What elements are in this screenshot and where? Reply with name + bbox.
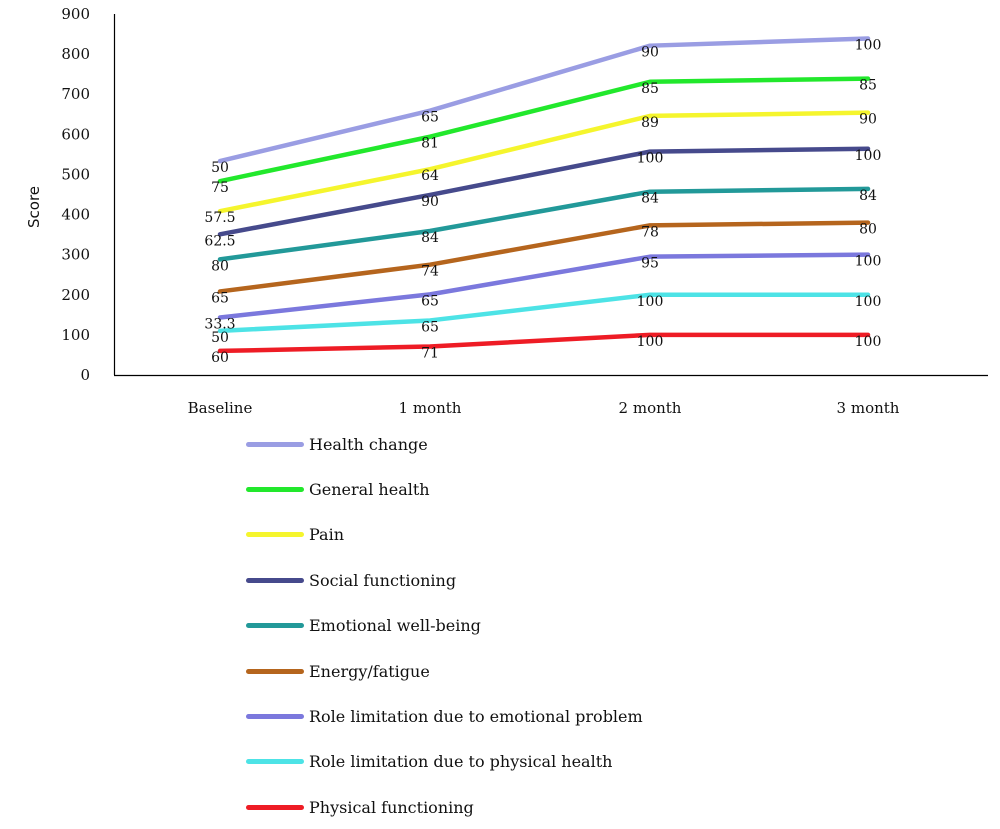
series-line <box>217 252 871 320</box>
series-line <box>217 76 871 184</box>
data-label: 90 <box>641 45 659 61</box>
legend-label: Emotional well-being <box>309 616 481 636</box>
data-label: 50 <box>211 330 229 346</box>
y-tick-label: 700 <box>61 85 90 103</box>
data-label: 80 <box>859 222 877 238</box>
data-label: 75 <box>211 180 229 196</box>
data-label: 80 <box>211 258 229 274</box>
legend-item: Energy/fatigue <box>246 659 430 683</box>
data-label: 100 <box>855 254 882 270</box>
data-label: 65 <box>421 293 439 309</box>
legend-item: Social functioning <box>246 568 456 592</box>
legend-swatch <box>246 577 304 583</box>
legend-item: Physical functioning <box>246 795 474 819</box>
legend-item: Role limitation due to emotional problem <box>246 704 643 728</box>
data-label: 100 <box>637 294 664 310</box>
legend-swatch <box>246 486 304 492</box>
y-tick-label: 0 <box>80 366 90 384</box>
data-label: 33.3 <box>204 317 235 333</box>
legend-label: Role limitation due to emotional problem <box>309 706 643 726</box>
data-label: 84 <box>641 191 659 207</box>
legend-swatch <box>246 713 304 719</box>
x-tick-label: Baseline <box>188 399 253 417</box>
y-tick-label: 800 <box>61 45 90 63</box>
series-line <box>217 186 871 262</box>
data-label: 100 <box>637 334 664 350</box>
data-label: 65 <box>421 319 439 335</box>
data-label: 84 <box>421 230 439 246</box>
legend-label: Physical functioning <box>309 797 474 817</box>
legend-label: Pain <box>309 525 345 545</box>
y-tick-label: 400 <box>61 206 90 224</box>
data-label: 64 <box>421 168 439 184</box>
data-label: 89 <box>641 115 659 131</box>
y-tick-label: 300 <box>61 246 90 264</box>
legend-swatch <box>246 623 304 629</box>
data-label: 100 <box>855 148 882 164</box>
data-label: 74 <box>421 264 439 280</box>
legend-label: Role limitation due to physical health <box>309 752 613 772</box>
y-tick-label: 900 <box>61 5 90 23</box>
legend-swatch <box>246 668 304 674</box>
series-line <box>217 110 871 214</box>
y-axis-label: Score <box>25 186 43 228</box>
series-line <box>217 36 871 164</box>
legend-item: General health <box>246 477 430 501</box>
data-label: 50 <box>211 160 229 176</box>
legend-item: Role limitation due to physical health <box>246 750 612 774</box>
data-label: 60 <box>211 350 229 366</box>
series-line <box>217 332 871 354</box>
legend-label: Energy/fatigue <box>309 661 430 681</box>
data-label: 81 <box>421 136 439 152</box>
series-line <box>217 146 871 237</box>
data-label: 62.5 <box>204 233 235 249</box>
data-label: 65 <box>421 110 439 126</box>
series-line <box>217 220 871 294</box>
legend-item: Emotional well-being <box>246 614 481 638</box>
y-tick-label: 600 <box>61 125 90 143</box>
data-label: 100 <box>637 151 664 167</box>
data-label: 78 <box>641 224 659 240</box>
x-tick-label: 3 month <box>837 399 900 417</box>
legend-swatch <box>246 532 304 538</box>
data-label: 57.5 <box>204 210 235 226</box>
data-label: 65 <box>211 290 229 306</box>
data-label: 90 <box>859 112 877 128</box>
x-tick-label: 2 month <box>619 399 682 417</box>
y-tick-label: 500 <box>61 165 90 183</box>
legend-swatch <box>246 759 304 765</box>
legend-swatch <box>246 441 304 447</box>
data-label: 71 <box>421 346 439 362</box>
legend-label: Health change <box>309 434 428 454</box>
data-label: 85 <box>859 78 877 94</box>
data-label: 84 <box>859 188 877 204</box>
data-label: 100 <box>855 37 882 53</box>
series-line <box>217 292 871 334</box>
data-label: 100 <box>855 294 882 310</box>
data-label: 85 <box>641 81 659 97</box>
data-label: 100 <box>855 334 882 350</box>
line-chart: Score 0 100 200 300 400 500 600 700 800 900 Basel… <box>25 5 988 417</box>
data-label: 90 <box>421 194 439 210</box>
y-tick-label: 200 <box>61 286 90 304</box>
legend-item: Pain <box>246 523 344 547</box>
legend-swatch <box>246 804 304 810</box>
x-tick-label: 1 month <box>399 399 462 417</box>
y-tick-label: 100 <box>61 326 90 344</box>
legend-label: Social functioning <box>309 570 457 590</box>
legend-label: General health <box>309 479 430 499</box>
data-label: 95 <box>641 256 659 272</box>
legend-item: Health change <box>246 432 428 456</box>
